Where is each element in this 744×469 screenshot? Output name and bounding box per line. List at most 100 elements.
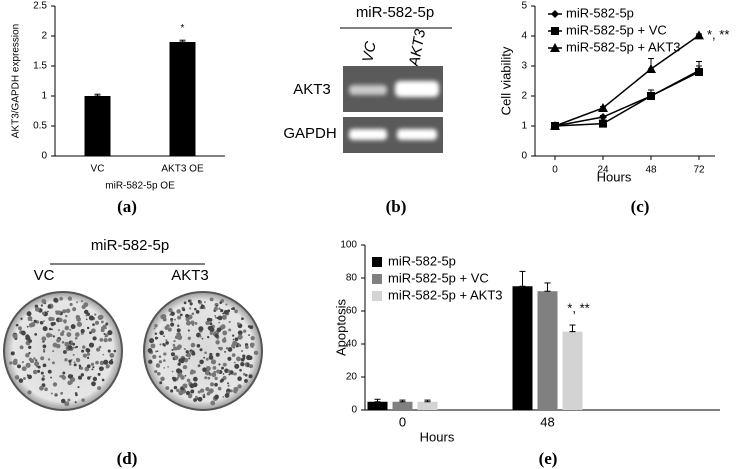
colony [184,374,187,377]
colony [80,300,83,303]
marker [646,64,656,73]
colony [97,386,102,391]
colony [28,345,32,350]
x-tick-label: AKT3 OE [161,164,204,175]
colony [84,309,89,315]
colony [109,352,115,358]
colony [206,317,211,322]
colony [218,307,221,310]
colony [81,304,86,310]
colony [61,398,66,404]
marker [647,92,655,100]
colony [12,359,18,366]
colony [62,371,66,375]
colony [172,343,176,347]
colony [61,340,65,344]
colony [72,353,75,356]
legend-swatch [372,257,382,267]
marker [599,119,607,128]
colony [205,357,209,361]
colony [158,360,163,364]
x-tick-label: 72 [693,165,705,176]
colony [232,338,235,341]
colony [218,347,220,349]
legend-marker [551,10,559,18]
colony [50,317,55,321]
colony [221,314,227,320]
colony [100,320,104,324]
colony [17,364,21,369]
colony [160,314,166,320]
x-tick-label: 48 [645,165,657,176]
colony [92,366,95,369]
colony [101,378,105,382]
colony [150,343,156,349]
colony [237,376,242,381]
colony [85,348,90,352]
colony [28,323,34,328]
colony [18,326,22,331]
colony [186,352,191,358]
marker [695,68,703,76]
colony [28,318,31,322]
colony [99,338,104,342]
legend-label: miR-582-5p [388,253,456,268]
colony [222,395,225,398]
colony [182,383,188,389]
colony [33,357,36,360]
y-axis-label: AKT3/GAPDH expression [11,24,22,139]
colony [67,345,73,350]
colony [89,375,92,378]
colony [197,390,201,394]
colony [35,359,38,362]
colony [236,356,241,362]
colony [199,335,202,338]
colony [214,394,219,400]
colony [75,345,79,348]
colony [69,302,73,307]
colony [21,366,27,372]
colony [241,350,243,352]
colony [186,378,191,383]
colony [72,342,76,346]
colony [56,338,61,343]
gel-band [349,129,387,140]
colony [40,371,44,375]
colony [242,372,246,376]
colony [80,373,84,377]
colony [170,352,176,357]
colony [213,306,218,311]
colony [91,381,96,387]
colony [152,354,157,359]
colony [52,335,55,338]
colony [27,390,32,395]
colony [70,324,76,330]
colony [81,398,85,403]
colony [176,378,179,381]
colony [177,324,180,327]
y-tick-label: 80 [346,273,358,284]
bar [417,401,438,410]
colony [170,311,175,316]
colony [32,369,38,375]
colony [181,357,186,361]
y-tick-label: 2 [41,31,47,42]
colony [227,384,230,387]
colony [208,372,211,375]
colony [52,382,58,387]
colony [185,317,190,322]
plate [3,291,123,411]
colony [158,355,162,358]
colony [94,313,97,316]
colony [234,309,238,314]
colony [30,319,33,322]
colony [50,392,53,395]
colony [197,299,201,303]
colony [98,345,102,349]
colony [65,308,71,314]
colony [177,315,182,320]
colony [92,323,95,326]
colony [176,328,181,333]
colony [61,375,67,380]
legend-swatch [372,291,382,301]
